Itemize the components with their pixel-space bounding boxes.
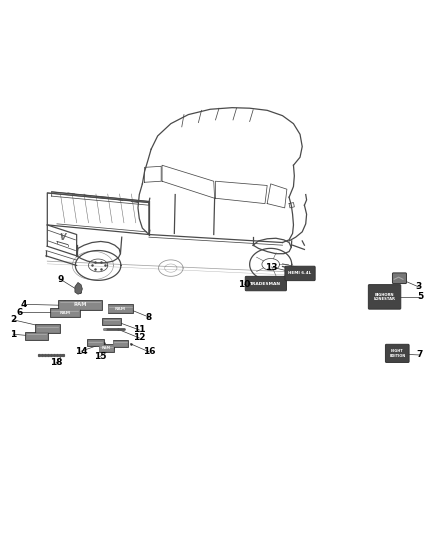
Bar (99, 344, 114, 352)
Text: 16: 16 (143, 348, 155, 356)
Polygon shape (75, 282, 82, 294)
Text: V: V (60, 233, 66, 241)
Text: 2: 2 (10, 316, 16, 324)
Bar (25, 332, 48, 340)
FancyBboxPatch shape (385, 344, 409, 362)
FancyBboxPatch shape (368, 285, 401, 309)
Bar (49, 308, 80, 318)
Text: 13: 13 (265, 263, 278, 271)
Bar (87, 339, 104, 346)
Text: 15: 15 (94, 352, 106, 361)
Text: 1: 1 (10, 330, 16, 338)
Text: HEMI 6.4L: HEMI 6.4L (288, 271, 312, 276)
Bar (113, 340, 128, 347)
Text: RAM: RAM (102, 346, 111, 350)
Bar (103, 319, 120, 324)
Text: ⚡: ⚡ (60, 233, 65, 239)
Bar (36, 325, 59, 332)
FancyBboxPatch shape (392, 273, 406, 284)
Text: 14: 14 (75, 347, 87, 356)
Bar (60, 301, 101, 309)
FancyBboxPatch shape (285, 266, 315, 280)
Bar (59, 300, 102, 310)
Text: RAM: RAM (74, 302, 87, 308)
Text: 12: 12 (133, 334, 145, 342)
Text: 7: 7 (417, 351, 423, 359)
Text: TRADESMAN: TRADESMAN (251, 281, 281, 286)
Bar (88, 340, 103, 345)
Bar (108, 304, 133, 313)
Bar (35, 324, 60, 333)
Text: 9: 9 (57, 275, 64, 284)
Text: BIGHORN
LONESTAR: BIGHORN LONESTAR (374, 293, 396, 301)
Bar (99, 345, 113, 351)
Bar (113, 341, 127, 346)
Text: 3: 3 (415, 282, 421, 291)
Text: 11: 11 (133, 326, 145, 334)
Text: 10: 10 (238, 280, 251, 288)
FancyBboxPatch shape (245, 276, 286, 291)
Bar (109, 305, 133, 312)
Text: NIGHT
EDITION: NIGHT EDITION (389, 349, 406, 358)
Text: 8: 8 (146, 313, 152, 321)
Text: 18: 18 (50, 359, 62, 367)
Text: 4: 4 (21, 300, 27, 309)
Text: RAM: RAM (115, 306, 126, 311)
Text: RAM: RAM (59, 311, 71, 315)
Bar (26, 333, 47, 339)
Bar (102, 318, 121, 325)
Text: 5: 5 (417, 293, 424, 301)
Bar (50, 309, 79, 317)
Text: 6: 6 (17, 308, 23, 317)
